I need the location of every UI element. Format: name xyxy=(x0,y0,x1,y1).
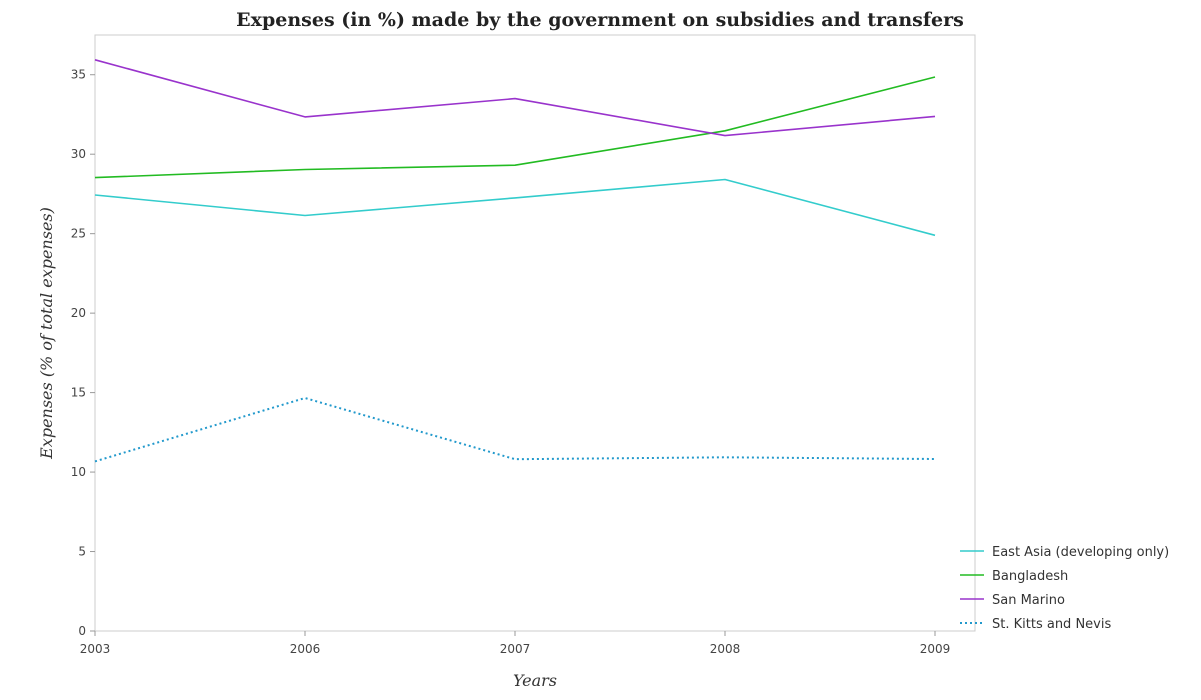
legend-label: Bangladesh xyxy=(992,569,1068,584)
y-tick-label: 30 xyxy=(71,147,86,161)
y-tick-label: 15 xyxy=(71,386,86,400)
legend-label: San Marino xyxy=(992,593,1065,608)
series-line-3 xyxy=(94,397,936,463)
y-axis: 0 5 10 15 20 25 30 35 xyxy=(71,68,95,638)
legend-label: East Asia (developing only) xyxy=(992,545,1169,560)
series-layer xyxy=(94,59,936,463)
y-tick-label: 10 xyxy=(71,465,86,479)
chart-title: Expenses (in %) made by the government o… xyxy=(236,9,964,31)
y-axis-label: Expenses (% of total expenses) xyxy=(37,207,56,460)
series-line-1 xyxy=(94,76,936,179)
x-tick-label: 2008 xyxy=(710,642,741,656)
x-axis: 2003 2006 2007 2008 2009 xyxy=(80,631,951,656)
y-tick-label: 25 xyxy=(71,227,86,241)
x-tick-label: 2007 xyxy=(500,642,531,656)
x-tick-label: 2009 xyxy=(920,642,951,656)
plot-frame xyxy=(94,34,976,632)
x-axis-label: Years xyxy=(513,671,557,690)
y-tick-label: 35 xyxy=(71,68,86,82)
y-tick-label: 5 xyxy=(78,545,86,559)
legend-label: St. Kitts and Nevis xyxy=(992,617,1111,632)
y-tick-label: 20 xyxy=(71,306,86,320)
series-line-2 xyxy=(94,59,936,137)
x-tick-label: 2003 xyxy=(80,642,111,656)
legend: East Asia (developing only) Bangladesh San… xyxy=(960,545,1169,632)
x-tick-label: 2006 xyxy=(290,642,321,656)
y-tick-label: 0 xyxy=(78,624,86,638)
